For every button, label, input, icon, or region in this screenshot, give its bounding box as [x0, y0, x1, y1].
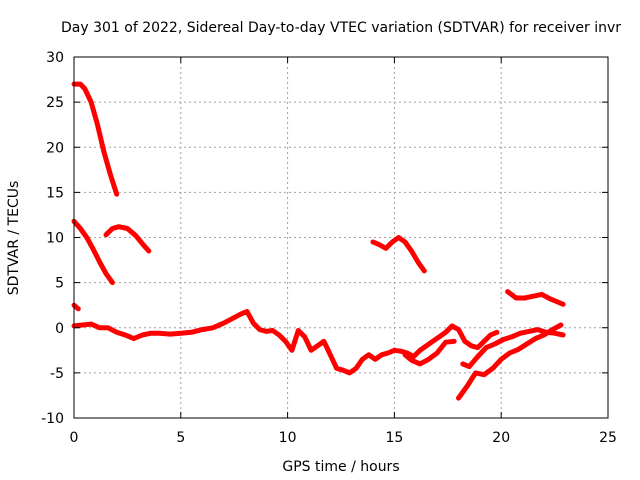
y-tick-label: 25: [46, 95, 64, 111]
y-tick-label: -10: [41, 411, 64, 427]
grid: [74, 57, 608, 418]
series-arc-1: [71, 81, 120, 197]
chart-title: Day 301 of 2022, Sidereal Day-to-day VTE…: [61, 20, 621, 36]
y-axis-label: SDTVAR / TECUs: [6, 181, 22, 296]
data-series: [71, 81, 566, 401]
series-arc-8: [456, 322, 564, 401]
y-tick-label: 15: [46, 185, 64, 201]
x-tick-label: 5: [176, 430, 185, 446]
x-tick-label: 25: [599, 430, 617, 446]
x-tick-label: 10: [279, 430, 297, 446]
x-tick-label: 15: [385, 430, 403, 446]
x-axis-label: GPS time / hours: [282, 459, 399, 475]
series-arc-2: [71, 218, 115, 286]
y-tick-label: -5: [50, 366, 64, 382]
y-tick-label: 20: [46, 140, 64, 156]
series-arc-6: [370, 235, 427, 274]
y-tick-label: 30: [46, 50, 64, 66]
series-arc-5: [71, 309, 500, 376]
y-tick-label: 0: [55, 321, 64, 337]
y-tick-label: 10: [46, 231, 64, 247]
series-arc-3: [103, 224, 152, 254]
axis-ticks: 0 5 10 15 20 25 -10 -5 0 5 10 15 20 25 30: [41, 50, 617, 446]
series-arc-7: [402, 338, 457, 367]
y-tick-label: 5: [55, 276, 64, 292]
series-arc-10: [505, 289, 566, 307]
x-tick-label: 20: [492, 430, 510, 446]
series-arc-9: [460, 327, 566, 370]
x-tick-label: 0: [70, 430, 79, 446]
series-arc-4: [71, 302, 81, 312]
